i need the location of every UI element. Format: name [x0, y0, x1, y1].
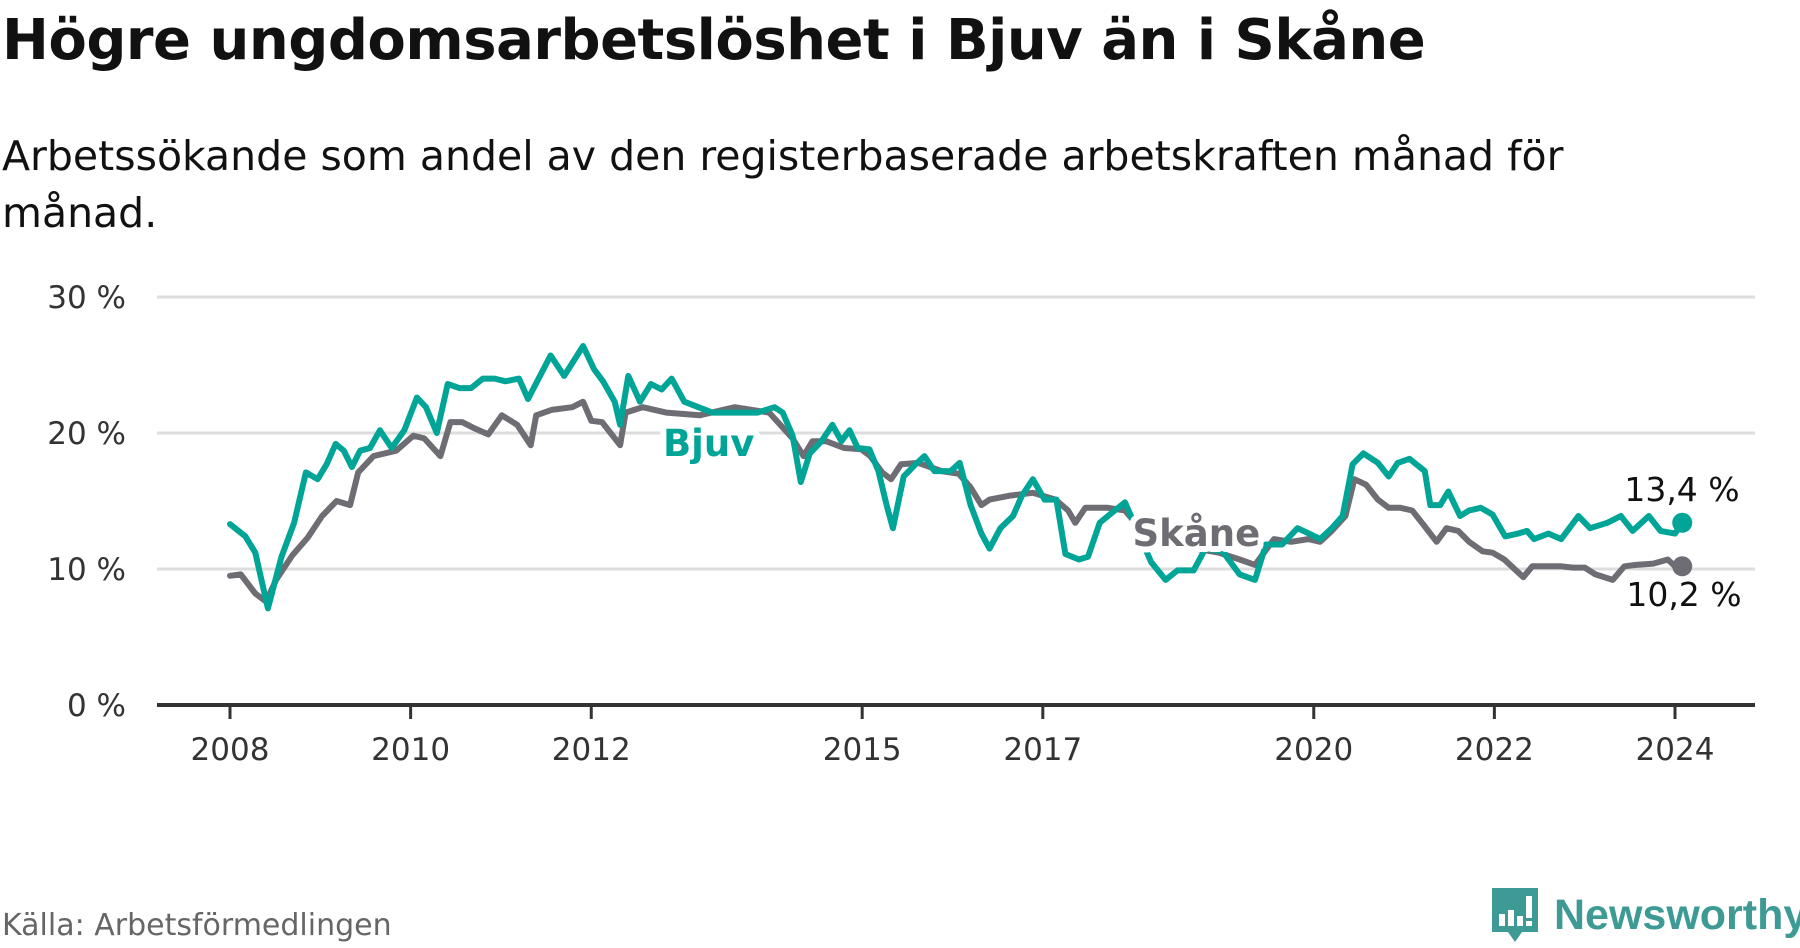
gridlines — [157, 295, 1755, 571]
end-value-label-bjuv: 13,4 % — [1624, 470, 1739, 509]
series-lines — [227, 343, 1693, 612]
chart-subtitle: Arbetssökande som andel av den registerb… — [2, 132, 1564, 237]
x-tick-label: 2008 — [191, 732, 270, 768]
x-tick-label: 2022 — [1455, 732, 1534, 768]
source-note: Källa: Arbetsförmedlingen — [2, 908, 392, 943]
y-axis-ticks: 0 % 10 % 20 % 30 % — [47, 280, 126, 724]
series-label: Bjuv — [663, 422, 754, 465]
x-tick-label: 2012 — [552, 732, 631, 768]
series-line-bjuv — [227, 343, 1686, 612]
y-tick-label: 10 % — [47, 552, 126, 588]
x-axis: 2008 2010 2012 2015 2017 2020 2022 2024 — [157, 703, 1755, 768]
x-tick-label: 2020 — [1274, 732, 1353, 768]
series-labels: Bjuv Skåne 13,4 % 10,2 % — [657, 416, 1742, 614]
x-tick-label: 2015 — [823, 732, 902, 768]
end-point-marker — [1672, 556, 1693, 577]
newsworthy-brand-name: Newsworthy — [1554, 890, 1800, 939]
end-value-label-skane: 10,2 % — [1626, 575, 1741, 614]
y-tick-label: 30 % — [47, 280, 126, 316]
chart-title: Högre ungdomsarbetslöshet i Bjuv än i Sk… — [2, 8, 1426, 73]
x-tick-label: 2010 — [371, 732, 450, 768]
x-tick-label: 2024 — [1636, 732, 1715, 768]
series-label: Skåne — [1133, 512, 1261, 555]
newsworthy-logo[interactable]: Newsworthy — [1490, 886, 1800, 944]
y-tick-label: 0 % — [67, 688, 126, 724]
end-point-marker — [1672, 512, 1693, 533]
newsworthy-logo-icon — [1492, 888, 1538, 942]
y-tick-label: 20 % — [47, 416, 126, 452]
x-tick-label: 2017 — [1003, 732, 1082, 768]
